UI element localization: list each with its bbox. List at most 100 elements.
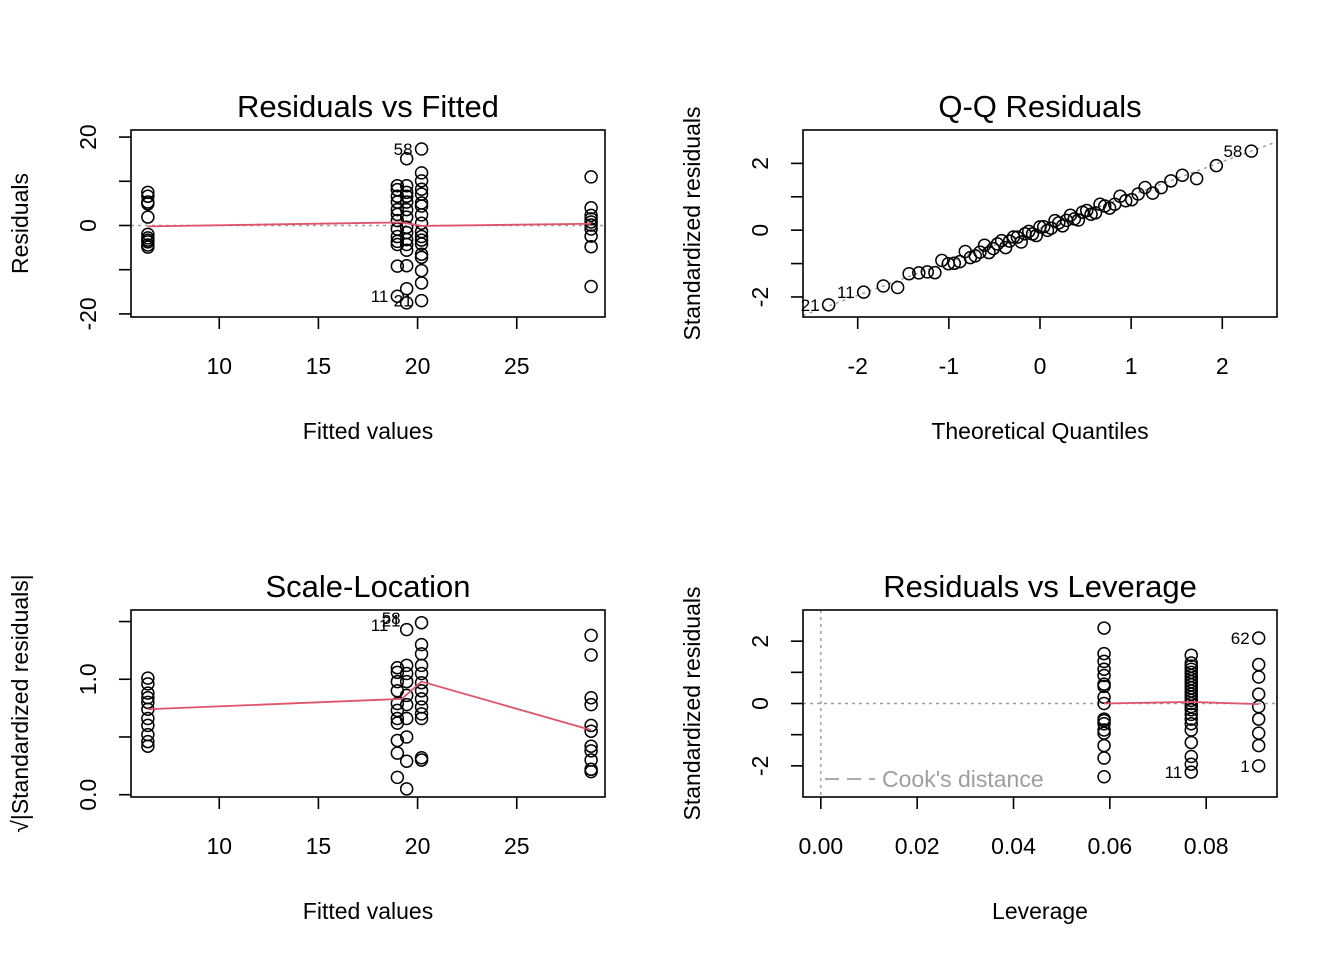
data-point [1251,687,1266,701]
data-point [902,266,916,281]
data-point [1097,717,1111,731]
data-point [414,208,429,222]
data-point [1052,216,1066,230]
point-label: 58 [382,609,401,628]
data-point [584,648,598,662]
panel-title: Residuals vs Fitted [237,89,499,124]
data-point [935,253,949,268]
data-point [141,718,155,733]
x-tick-label: 0.08 [1184,833,1229,859]
data-point [920,265,935,279]
data-point [1184,717,1199,731]
data-point [414,199,429,213]
point-label: 21 [382,611,401,630]
data-point [141,711,155,726]
data-point [947,256,962,271]
y-tick-label: 2 [747,157,773,170]
data-point [390,674,405,689]
data-point [141,235,155,249]
y-tick-label: 0 [75,219,101,232]
data-point [390,202,405,217]
data-point [399,688,414,703]
reference-line [802,140,1278,317]
data-point [584,170,598,184]
data-point [1022,224,1036,239]
data-point [584,764,598,779]
y-tick-label: -2 [747,756,773,776]
data-point [414,229,429,244]
point-label: 58 [1223,142,1242,161]
data-point [399,754,414,768]
x-tick-label: 20 [405,353,431,379]
data-point [1251,657,1266,672]
data-point [1063,208,1078,222]
data-point [141,227,155,242]
data-point [1251,738,1266,753]
point-label: 11 [371,287,389,306]
data-point [390,665,405,680]
data-point [399,711,414,726]
data-point [1029,228,1044,243]
x-tick-label: 1 [1125,353,1138,379]
y-tick-label: 1.0 [75,663,101,695]
data-point [1184,765,1199,779]
data-point [399,674,414,689]
point-label: 1 [1240,757,1249,776]
y-tick-label: -20 [75,297,101,330]
y-axis-label: √|Standardized residuals| [7,574,33,833]
data-point [584,215,598,229]
data-point [414,658,429,673]
x-axis-label: Theoretical Quantiles [931,418,1148,444]
data-point [141,671,155,685]
data-point [876,279,891,293]
data-point [399,730,414,744]
data-point [1164,174,1178,188]
data-point [399,243,414,257]
data-point [1251,726,1266,740]
data-point [141,739,155,753]
data-point [1154,180,1168,195]
data-point [414,293,429,308]
data-point [584,201,598,215]
data-point [414,237,429,251]
point-label: 21 [801,296,820,315]
y-tick-label: 0 [747,224,773,237]
data-point [414,247,429,261]
data-point [399,202,414,217]
data-point [390,234,405,249]
data-point [968,249,983,263]
data-point [390,229,405,244]
x-tick-label: 20 [405,833,431,859]
data-point [414,637,429,652]
data-point [1184,696,1199,711]
x-tick-label: 25 [504,833,530,859]
data-point [1097,723,1111,737]
y-axis-label: Residuals [7,173,33,274]
data-point [141,686,155,700]
data-point [890,280,905,295]
data-point [414,174,429,188]
data-point [399,296,414,310]
data-point [141,189,155,204]
data-point [390,696,405,711]
data-point [1014,235,1028,249]
data-point [414,182,429,196]
data-point [584,239,598,254]
data-point [1244,144,1259,158]
panel-title: Q-Q Residuals [938,89,1141,124]
data-point [414,711,429,726]
data-point [399,622,414,637]
y-tick-label: 2 [747,635,773,648]
data-point [584,739,598,753]
data-point [141,695,155,710]
data-point [1184,693,1199,708]
panel-title: Residuals vs Leverage [883,569,1197,604]
x-tick-label: 0.02 [895,833,940,859]
data-point [1251,631,1266,645]
panel-title: Scale-Location [265,569,470,604]
data-point [856,285,871,299]
x-tick-label: 25 [504,353,530,379]
data-point [1251,759,1266,773]
panel-1: 58 11 21 10 15 20 25 -20 0 20 Residuals vs Fitted F… [7,89,606,444]
